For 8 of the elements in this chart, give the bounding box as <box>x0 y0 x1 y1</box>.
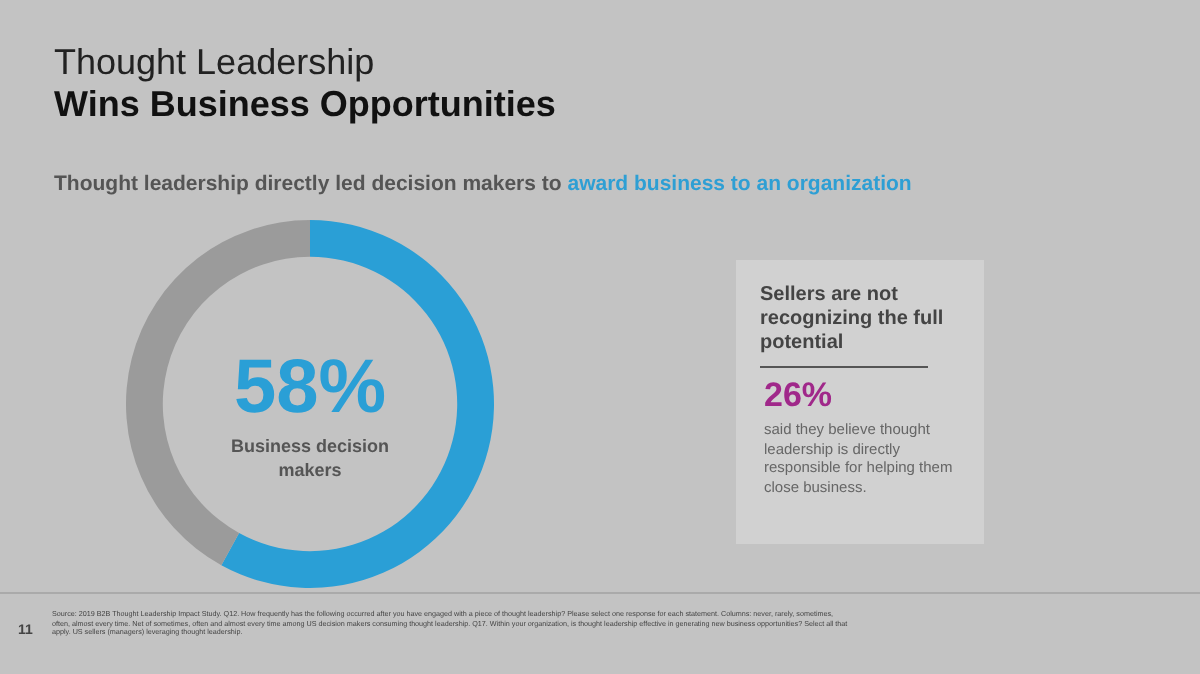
data-label: 58% <box>231 346 389 430</box>
text: Sellers are not recognizing the full potential <box>760 284 946 356</box>
text: 26% <box>764 376 833 416</box>
chart-subtitle: Wins Business Opportunities <box>54 84 556 126</box>
text: award business to an organization <box>567 172 912 196</box>
chart-title: Thought Leadership <box>54 42 375 84</box>
slice-label: Business decision makers <box>230 434 390 482</box>
text: Thought leadership directly led decision makers to <box>54 172 564 196</box>
